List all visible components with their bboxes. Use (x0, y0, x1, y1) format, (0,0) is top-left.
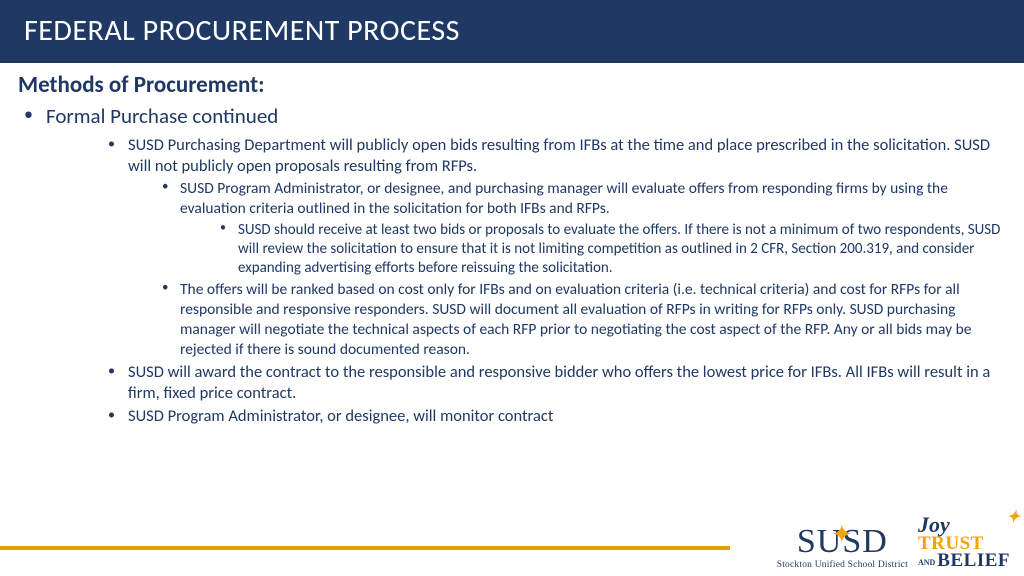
motto-belief-line: ANDBELIEF (918, 552, 1010, 570)
motto-joy-text: Joy (918, 512, 950, 537)
section-subtitle: Methods of Procurement: (0, 63, 1024, 103)
bullet-l4: SUSD should receive at least two bids or… (216, 221, 1006, 279)
bullet-list-l4: SUSD should receive at least two bids or… (180, 221, 1006, 279)
susd-wordmark: SUSD ✦ (777, 527, 908, 558)
bullet-l2: SUSD will award the contract to the resp… (104, 362, 1006, 404)
slide-title: FEDERAL PROCUREMENT PROCESS (24, 12, 460, 49)
motto-block: Joy ✦ TRUST ANDBELIEF (918, 515, 1010, 570)
slide-body: Formal Purchase continued SUSD Purchasin… (0, 103, 1024, 427)
motto-and: AND (918, 558, 935, 567)
bullet-l2b-text: SUSD will award the contract to the resp… (128, 362, 990, 403)
footer-rule (0, 546, 730, 550)
swoosh-icon: ✦ (1007, 511, 1020, 526)
bullet-l3: SUSD Program Administrator, or designee,… (158, 179, 1006, 278)
bullet-l3a-text: SUSD Program Administrator, or designee,… (180, 179, 948, 218)
district-name: Stockton Unified School District (777, 560, 908, 570)
bullet-list-l1: Formal Purchase continued SUSD Purchasin… (18, 103, 1006, 427)
logo-area: SUSD ✦ Stockton Unified School District … (777, 515, 1010, 570)
bullet-l2c-text: SUSD Program Administrator, or designee,… (128, 406, 553, 426)
motto-belief: BELIEF (937, 550, 1010, 571)
susd-figure-icon: ✦ (831, 523, 854, 546)
bullet-l1: Formal Purchase continued SUSD Purchasin… (18, 103, 1006, 427)
susd-logo: SUSD ✦ Stockton Unified School District (777, 527, 908, 570)
bullet-l3b-text: The offers will be ranked based on cost … (180, 280, 972, 358)
bullet-l2a-text: SUSD Purchasing Department will publicly… (128, 135, 990, 176)
bullet-l4a-text: SUSD should receive at least two bids or… (238, 221, 1000, 277)
bullet-l1-text: Formal Purchase continued (46, 103, 278, 129)
bullet-list-l3: SUSD Program Administrator, or designee,… (128, 179, 1006, 360)
bullet-l2: SUSD Purchasing Department will publicly… (104, 135, 1006, 360)
bullet-l3: The offers will be ranked based on cost … (158, 280, 1006, 359)
bullet-list-l2: SUSD Purchasing Department will publicly… (46, 135, 1006, 427)
motto-joy: Joy ✦ (918, 515, 1010, 535)
bullet-l2: SUSD Program Administrator, or designee,… (104, 406, 1006, 427)
slide-title-bar: FEDERAL PROCUREMENT PROCESS (0, 0, 1024, 63)
